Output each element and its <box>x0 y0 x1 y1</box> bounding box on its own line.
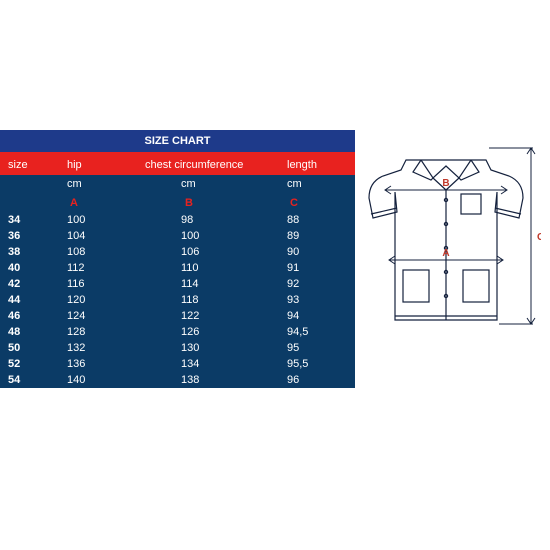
cell-chest: 106 <box>145 246 275 258</box>
table-row: 4812812694,5 <box>0 324 355 340</box>
diagram-label-b: B <box>442 178 449 189</box>
cell-hip: 120 <box>55 294 145 306</box>
cell-hip: 140 <box>55 374 145 386</box>
cell-hip: 132 <box>55 342 145 354</box>
header-hip: hip <box>55 159 145 171</box>
cell-size: 52 <box>0 358 55 370</box>
header-size: size <box>0 159 55 171</box>
letter-hip: A <box>55 197 145 209</box>
cell-chest: 126 <box>145 326 275 338</box>
cell-size: 44 <box>0 294 55 306</box>
table-row: 5213613495,5 <box>0 356 355 372</box>
cell-size: 34 <box>0 214 55 226</box>
cell-hip: 112 <box>55 262 145 274</box>
diagram-label-c: C <box>537 232 541 243</box>
cell-length: 93 <box>275 294 355 306</box>
cell-hip: 104 <box>55 230 145 242</box>
cell-length: 92 <box>275 278 355 290</box>
diagram-label-a: A <box>442 248 449 259</box>
cell-chest: 122 <box>145 310 275 322</box>
cell-size: 38 <box>0 246 55 258</box>
cell-length: 89 <box>275 230 355 242</box>
table-row: 3610410089 <box>0 228 355 244</box>
cell-size: 48 <box>0 326 55 338</box>
cell-chest: 110 <box>145 262 275 274</box>
cell-hip: 116 <box>55 278 145 290</box>
cell-length: 94,5 <box>275 326 355 338</box>
cell-chest: 98 <box>145 214 275 226</box>
cell-size: 54 <box>0 374 55 386</box>
cell-hip: 124 <box>55 310 145 322</box>
cell-chest: 118 <box>145 294 275 306</box>
table-row: 4011211091 <box>0 260 355 276</box>
header-length: length <box>275 159 355 171</box>
chart-title: SIZE CHART <box>0 130 355 152</box>
cell-length: 94 <box>275 310 355 322</box>
garment-diagram: B A C <box>361 120 541 360</box>
cell-chest: 100 <box>145 230 275 242</box>
table-row: 5013213095 <box>0 340 355 356</box>
cell-chest: 138 <box>145 374 275 386</box>
cell-length: 95,5 <box>275 358 355 370</box>
cell-size: 42 <box>0 278 55 290</box>
cell-chest: 114 <box>145 278 275 290</box>
table-row: 341009888 <box>0 212 355 228</box>
cell-length: 90 <box>275 246 355 258</box>
table-row: 3810810690 <box>0 244 355 260</box>
cell-length: 91 <box>275 262 355 274</box>
letter-len: C <box>275 197 355 209</box>
cell-size: 36 <box>0 230 55 242</box>
cell-length: 96 <box>275 374 355 386</box>
cell-chest: 134 <box>145 358 275 370</box>
cell-chest: 130 <box>145 342 275 354</box>
cell-size: 50 <box>0 342 55 354</box>
header-row: size hip chest circumference length <box>0 155 355 175</box>
unit-row: cm cm cm <box>0 175 355 194</box>
cell-hip: 136 <box>55 358 145 370</box>
unit-chest: cm <box>145 178 275 190</box>
cell-hip: 128 <box>55 326 145 338</box>
table-row: 4211611492 <box>0 276 355 292</box>
size-chart-table: SIZE CHART size hip chest circumference … <box>0 130 355 388</box>
letter-chest: B <box>145 197 275 209</box>
table-row: 4412011893 <box>0 292 355 308</box>
cell-size: 40 <box>0 262 55 274</box>
cell-hip: 100 <box>55 214 145 226</box>
cell-hip: 108 <box>55 246 145 258</box>
cell-length: 88 <box>275 214 355 226</box>
unit-len: cm <box>275 178 355 190</box>
table-body: cm cm cm A B C 3410098883610410089381081… <box>0 175 355 388</box>
table-row: 5414013896 <box>0 372 355 388</box>
letter-row: A B C <box>0 194 355 212</box>
cell-size: 46 <box>0 310 55 322</box>
header-chest: chest circumference <box>145 159 275 171</box>
cell-length: 95 <box>275 342 355 354</box>
table-row: 4612412294 <box>0 308 355 324</box>
unit-hip: cm <box>55 178 145 190</box>
